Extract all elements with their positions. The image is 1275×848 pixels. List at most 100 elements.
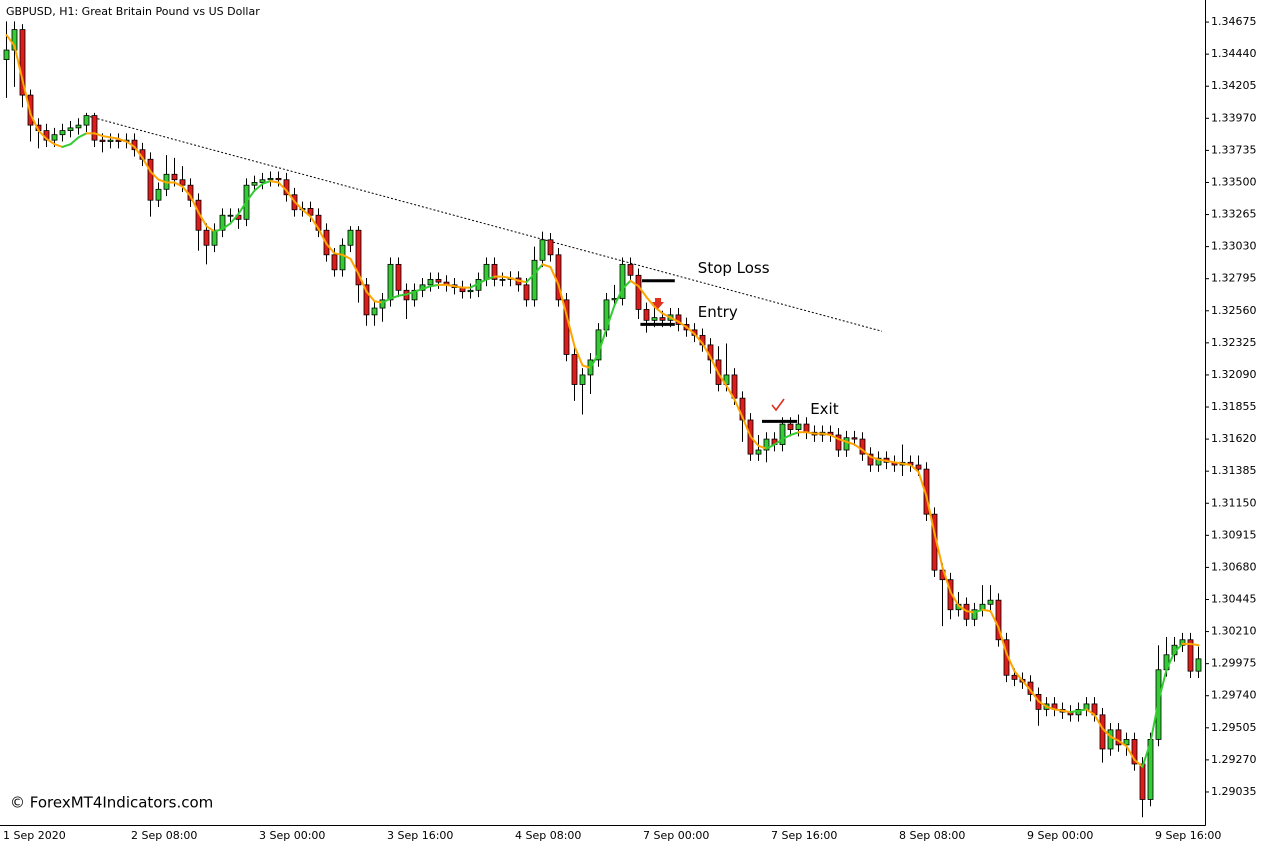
- indicator-segment: [429, 283, 440, 288]
- indicator-segment: [805, 431, 816, 435]
- indicator-segment: [13, 44, 24, 82]
- indicator-segment: [453, 285, 464, 289]
- y-tick-label: 1.33970: [1211, 111, 1257, 124]
- y-tick-label: 1.31855: [1211, 400, 1257, 413]
- indicator-segment: [1125, 745, 1136, 761]
- indicator-segment: [917, 470, 928, 498]
- candle-body: [91, 115, 98, 141]
- candle-body: [171, 173, 178, 181]
- indicator-segment: [269, 180, 280, 184]
- indicator-segment: [725, 384, 736, 401]
- indicator-segment: [501, 275, 512, 280]
- candle-body: [851, 437, 858, 440]
- chart-title: GBPUSD, H1: Great Britain Pound vs US Do…: [6, 5, 260, 18]
- y-tick-label: 1.34675: [1211, 15, 1257, 28]
- level-label: Stop Loss: [698, 259, 770, 277]
- indicator-segment: [349, 257, 360, 275]
- candle-body: [571, 354, 578, 385]
- candle-body: [331, 254, 338, 271]
- y-tick-label: 1.33500: [1211, 175, 1257, 188]
- candle-body: [987, 599, 994, 605]
- indicator-segment: [709, 356, 720, 375]
- indicator-segment: [669, 316, 680, 323]
- candle-body: [635, 274, 642, 310]
- indicator-segment: [141, 156, 152, 173]
- indicator-segment: [1053, 708, 1064, 712]
- y-tick-label: 1.31385: [1211, 464, 1257, 477]
- y-tick-label: 1.32325: [1211, 336, 1257, 349]
- x-tick-label: 3 Sep 00:00: [259, 829, 325, 842]
- indicator-segment: [1141, 741, 1152, 768]
- y-tick-label: 1.32090: [1211, 368, 1257, 381]
- candle-body: [651, 317, 658, 321]
- candle-body: [531, 259, 538, 301]
- indicator-segment: [173, 181, 184, 188]
- indicator-segment: [541, 263, 552, 269]
- indicator-segment: [413, 287, 424, 293]
- indicator-segment: [477, 278, 488, 285]
- indicator-segment: [445, 283, 456, 288]
- indicator-segment: [533, 263, 544, 275]
- indicator-segment: [245, 189, 256, 203]
- indicator-segment: [1149, 700, 1160, 744]
- candle-body: [3, 49, 10, 61]
- x-tick-label: 9 Sep 16:00: [1155, 829, 1221, 842]
- candle-body: [659, 317, 666, 321]
- indicator-segment: [77, 132, 88, 139]
- candle-body: [339, 244, 346, 271]
- x-tick-label: 8 Sep 08:00: [899, 829, 965, 842]
- indicator-segment: [237, 200, 248, 215]
- y-tick-label: 1.30915: [1211, 528, 1257, 541]
- candle-body: [803, 423, 810, 433]
- candle-body: [875, 457, 882, 466]
- candle-body: [1195, 658, 1202, 672]
- indicator-segment: [821, 432, 832, 436]
- candle-body: [835, 434, 842, 451]
- y-tick-label: 1.33030: [1211, 240, 1257, 253]
- candle-body: [219, 214, 226, 231]
- indicator-segment: [565, 313, 576, 348]
- indicator-segment: [341, 253, 352, 260]
- candle-body: [67, 127, 74, 131]
- candle-body: [491, 263, 498, 280]
- indicator-segment: [213, 227, 224, 233]
- indicator-segment: [221, 222, 232, 230]
- candle-body: [619, 263, 626, 299]
- candle-body: [971, 609, 978, 620]
- x-tick-label: 1 Sep 2020: [3, 829, 66, 842]
- y-tick-label: 1.31150: [1211, 496, 1257, 509]
- indicator-segment: [789, 431, 800, 436]
- indicator-segment: [629, 279, 640, 288]
- indicator-segment: [365, 290, 376, 303]
- indicator-segment: [549, 266, 560, 286]
- indicator-segment: [1045, 705, 1056, 711]
- candle-body: [371, 307, 378, 316]
- indicator-segment: [1061, 709, 1072, 714]
- indicator-segment: [757, 444, 768, 450]
- indicator-segment: [189, 195, 200, 214]
- candle-body: [51, 134, 58, 141]
- indicator-segment: [325, 242, 336, 255]
- y-tick-label: 1.31620: [1211, 432, 1257, 445]
- indicator-segment: [1117, 739, 1128, 748]
- y-tick-label: 1.34440: [1211, 47, 1257, 60]
- indicator-segment: [901, 462, 912, 467]
- indicator-segment: [645, 296, 656, 308]
- indicator-segment: [1085, 708, 1096, 716]
- y-tick-label: 1.29975: [1211, 657, 1257, 670]
- candle-body: [275, 177, 282, 181]
- candle-body: [915, 464, 922, 470]
- y-tick-label: 1.34205: [1211, 79, 1257, 92]
- indicator-segment: [485, 275, 496, 281]
- indicator-segment: [197, 211, 208, 228]
- candle-body: [411, 289, 418, 301]
- indicator-segment: [69, 136, 80, 146]
- indicator-segment: [389, 294, 400, 300]
- indicator-segment: [853, 443, 864, 452]
- indicator-segment: [933, 532, 944, 569]
- candle-body: [467, 289, 474, 293]
- indicator-segment: [637, 285, 648, 299]
- indicator-segment: [693, 332, 704, 345]
- indicator-segment: [301, 208, 312, 218]
